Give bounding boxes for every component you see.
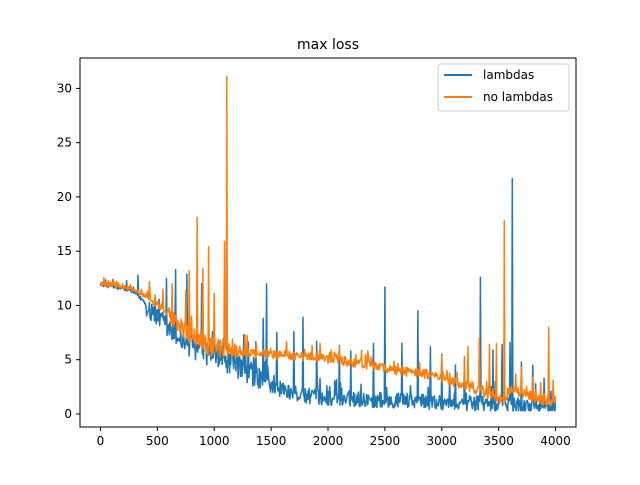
- y-tick-label: 25: [57, 136, 72, 150]
- x-axis: 0 500 1000 1500 2000 2500 3000 3500 4000: [97, 427, 571, 448]
- x-tick-label: 1500: [256, 434, 287, 448]
- legend-label-lambdas: lambdas: [483, 68, 534, 82]
- x-tick-label: 2000: [313, 434, 344, 448]
- y-tick-label: 5: [64, 353, 72, 367]
- legend: lambdas no lambdas: [437, 63, 570, 112]
- x-tick-label: 500: [146, 434, 169, 448]
- series-layer: [99, 75, 557, 412]
- series-line-lambdas: [99, 177, 557, 412]
- x-tick-label: 1000: [199, 434, 230, 448]
- y-tick-label: 30: [57, 81, 72, 95]
- x-tick-label: 3000: [426, 434, 457, 448]
- y-axis: 0 5 10 15 20 25 30: [57, 81, 80, 421]
- x-tick-label: 2500: [370, 434, 401, 448]
- x-tick-label: 4000: [540, 434, 571, 448]
- legend-label-no-lambdas: no lambdas: [483, 90, 553, 104]
- y-tick-label: 10: [57, 298, 72, 312]
- series-line-no-lambdas: [99, 75, 557, 407]
- chart-title: max loss: [297, 37, 359, 53]
- y-tick-label: 0: [64, 407, 72, 421]
- x-tick-label: 3500: [483, 434, 514, 448]
- x-tick-label: 0: [97, 434, 105, 448]
- y-tick-label: 20: [57, 190, 72, 204]
- y-tick-label: 15: [57, 244, 72, 258]
